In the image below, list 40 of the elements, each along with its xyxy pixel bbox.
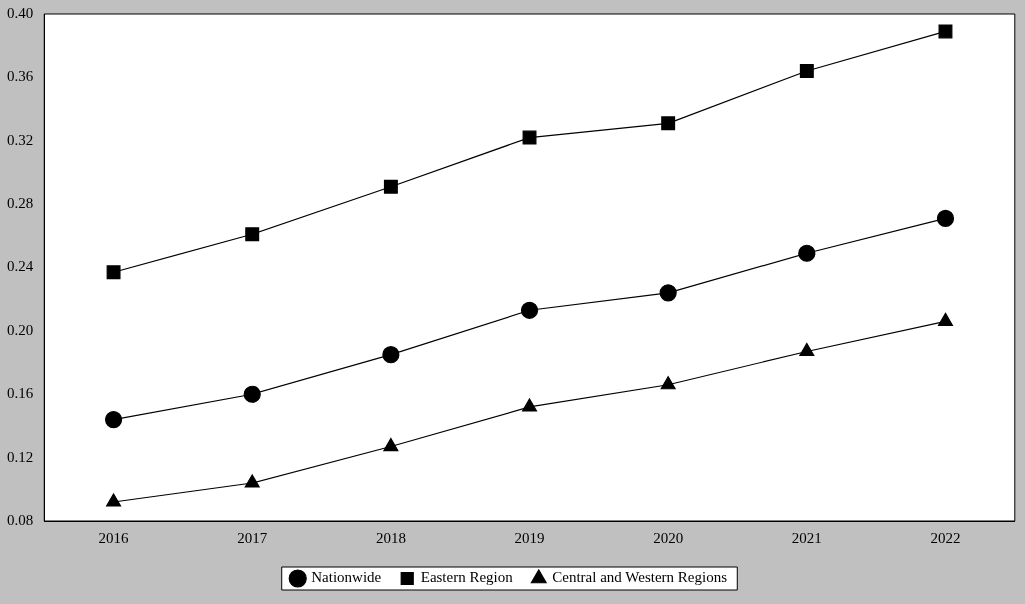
point — [104, 411, 123, 429]
point — [659, 284, 677, 302]
x-tick-label: 2021 — [791, 529, 822, 546]
point — [106, 493, 122, 507]
point — [243, 385, 261, 403]
point — [938, 24, 953, 39]
y-tick-label: 0.20 — [7, 321, 34, 338]
x-tick-label: 2022 — [930, 529, 961, 546]
legend-label: Nationwide — [311, 569, 382, 586]
point — [245, 227, 260, 242]
point — [937, 312, 953, 326]
point — [383, 437, 399, 452]
point — [660, 376, 676, 390]
y-tick-label: 0.32 — [7, 131, 34, 148]
point — [522, 398, 538, 412]
point — [661, 116, 676, 131]
point — [382, 346, 400, 364]
y-tick-label: 0.36 — [7, 68, 34, 85]
point — [799, 342, 815, 357]
y-tick-label: 0.28 — [7, 195, 34, 212]
x-tick-label: 2019 — [514, 529, 545, 546]
x-tick-label: 2016 — [98, 529, 130, 546]
point — [798, 244, 816, 262]
y-tick-label: 0.08 — [7, 511, 34, 528]
legend-label: Eastern Region — [420, 569, 514, 586]
point — [936, 209, 955, 227]
point — [383, 179, 398, 194]
y-tick-label: 0.16 — [7, 385, 34, 402]
y-tick-label: 0.12 — [7, 448, 34, 465]
point — [520, 301, 539, 319]
point — [106, 265, 121, 280]
x-tick-label: 2017 — [237, 529, 268, 546]
legend-label: Central and Western Regions — [552, 569, 728, 586]
x-tick-label: 2020 — [653, 529, 684, 546]
point — [244, 474, 260, 488]
x-tick-label: 2018 — [375, 529, 406, 546]
y-tick-label: 0.24 — [7, 258, 34, 275]
y-tick-label: 0.40 — [7, 4, 34, 21]
point — [522, 130, 537, 145]
point — [799, 64, 814, 78]
